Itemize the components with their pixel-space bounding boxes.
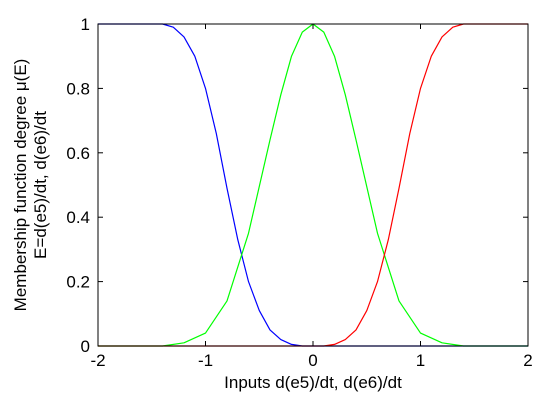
y-tick-label: 0.4 [66,208,90,227]
x-tick-label: 0 [308,351,317,370]
x-tick-label: 2 [523,351,532,370]
y-tick-label: 0 [81,337,90,356]
x-tick-label: -2 [90,351,105,370]
series-line-3 [98,23,528,347]
plot-frame [97,23,529,347]
x-tick-label: 1 [416,351,425,370]
x-axis-label: Inputs d(e5)/dt, d(e6)/dt [224,373,402,392]
y-axis-label-line-1: Membership function degree μ(E) [11,59,30,312]
series-line-2 [98,23,528,347]
x-axis: -2 -1 0 1 2 [90,24,533,370]
y-tick-label: 0.2 [66,273,90,292]
y-tick-label: 0.6 [66,144,90,163]
y-tick-label: 0.8 [66,79,90,98]
series-lines [98,23,528,347]
x-tick-label: -1 [198,351,213,370]
series-line-1 [98,23,528,347]
y-axis-label-line-2: E=d(e5)/dt, d(e6)/dt [31,111,50,259]
y-axis: 0 0.2 0.4 0.6 0.8 1 [66,15,528,356]
y-tick-label: 1 [81,15,90,34]
